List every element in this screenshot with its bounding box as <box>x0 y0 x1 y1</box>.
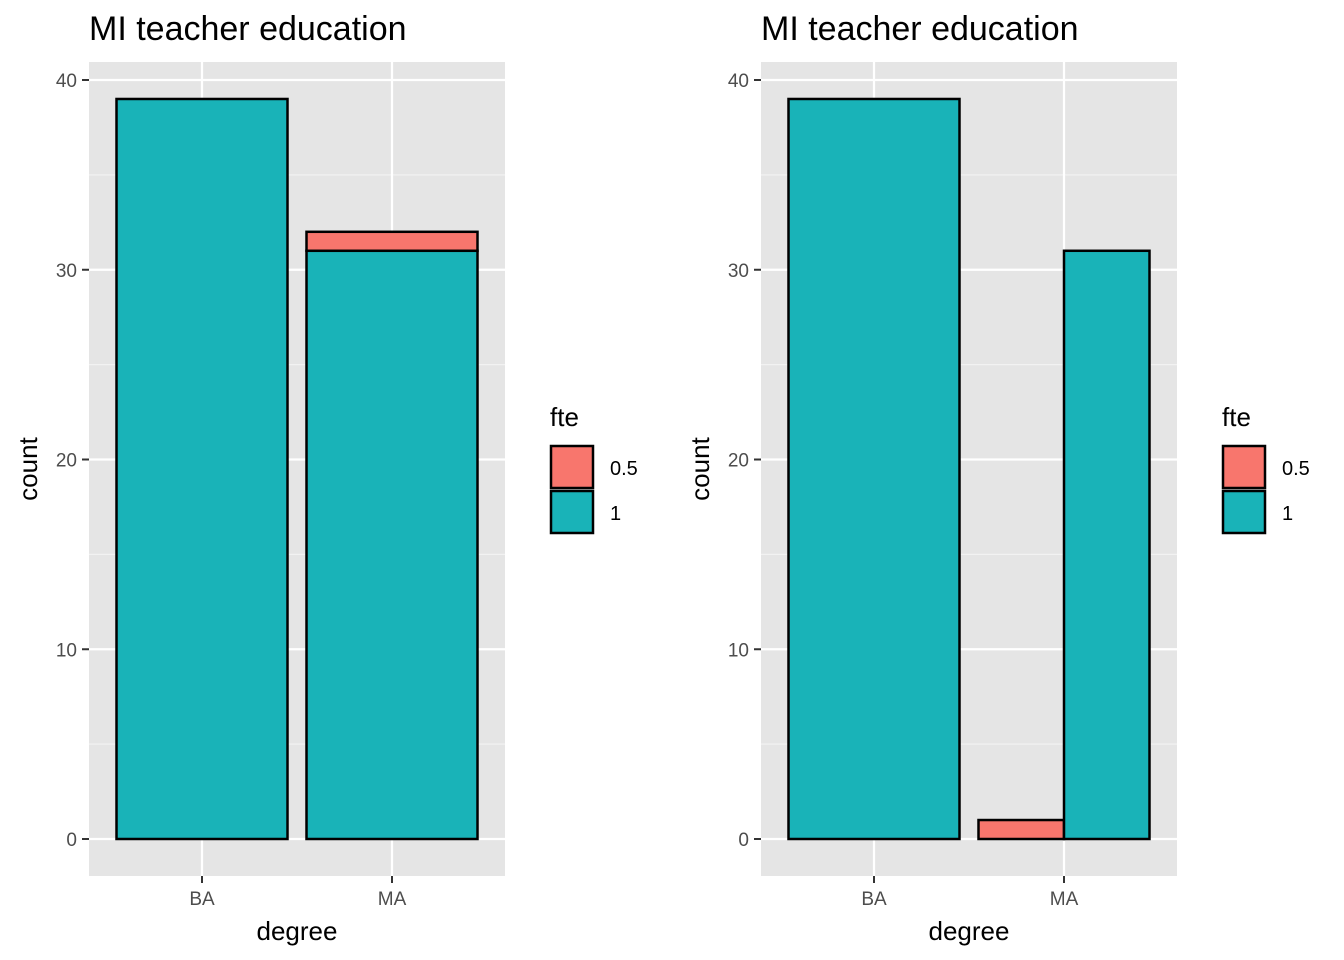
bars <box>115 97 479 841</box>
x-axis: BA MA <box>189 876 407 910</box>
y-tick-label: 20 <box>56 451 77 472</box>
x-tick-label: MA <box>378 889 407 910</box>
legend-title: fte <box>1222 402 1251 432</box>
x-tick-label: MA <box>1050 889 1079 910</box>
legend-key-0-5 <box>1221 444 1267 490</box>
legend: fte 0.5 1 <box>1221 402 1310 535</box>
legend-label-0-5: 0.5 <box>610 458 638 480</box>
legend-title: fte <box>550 402 579 432</box>
bar <box>1062 249 1151 841</box>
x-axis-label: degree <box>257 916 338 946</box>
x-tick-label: BA <box>189 889 215 910</box>
y-axis: 0 10 20 30 40 <box>728 71 761 851</box>
chart-title: MI teacher education <box>89 10 407 48</box>
legend-key-1 <box>1221 489 1267 535</box>
bar <box>305 230 479 253</box>
y-tick-label: 40 <box>56 71 77 92</box>
legend-label-1: 1 <box>610 503 621 525</box>
y-tick-label: 30 <box>728 261 749 282</box>
bar <box>305 249 479 841</box>
legend: fte 0.5 1 <box>549 402 638 535</box>
x-axis-label: degree <box>929 916 1010 946</box>
y-tick-label: 0 <box>738 830 749 851</box>
y-axis-label: count <box>685 436 715 500</box>
bar <box>977 818 1066 841</box>
y-tick-label: 30 <box>56 261 77 282</box>
y-axis-label: count <box>13 436 43 500</box>
bars <box>787 97 1151 841</box>
legend-label-1: 1 <box>1282 503 1293 525</box>
chart-title: MI teacher education <box>761 10 1079 48</box>
legend-key-1 <box>549 489 595 535</box>
legend-key-0-5 <box>549 444 595 490</box>
bar <box>787 97 961 841</box>
x-tick-label: BA <box>861 889 887 910</box>
legend-label-0-5: 0.5 <box>1282 458 1310 480</box>
y-tick-label: 10 <box>728 640 749 661</box>
y-tick-label: 40 <box>728 71 749 92</box>
y-tick-label: 0 <box>66 830 77 851</box>
x-axis: BA MA <box>861 876 1079 910</box>
chart-stacked: MI teacher education 0 10 20 30 40 BA MA degr… <box>13 10 638 946</box>
bar <box>115 97 289 841</box>
chart-dodged: MI teacher education 0 10 20 30 40 BA MA degr… <box>685 10 1310 946</box>
y-axis: 0 10 20 30 40 <box>56 71 89 851</box>
y-tick-label: 10 <box>56 640 77 661</box>
y-tick-label: 20 <box>728 451 749 472</box>
